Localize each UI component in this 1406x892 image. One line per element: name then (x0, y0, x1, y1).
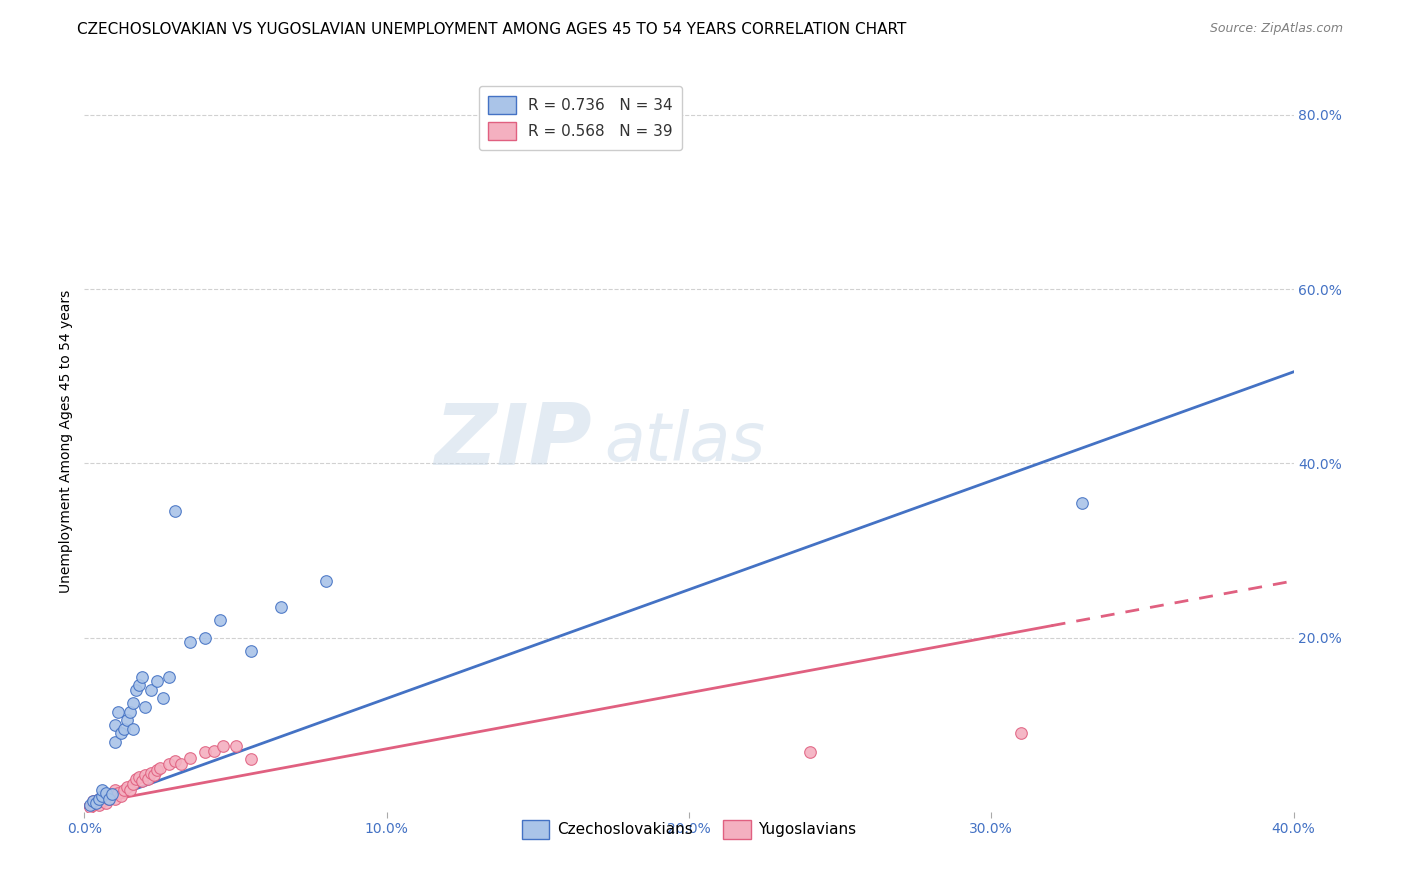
Point (149, 761, 172, 775)
Text: atlas: atlas (605, 409, 765, 475)
Point (128, 770, 150, 784)
Point (136, 772, 159, 786)
Point (94, 789, 117, 803)
Point (209, 613, 232, 627)
Point (134, 700, 156, 714)
Point (131, 774, 153, 789)
Point (118, 705, 141, 719)
Point (165, 754, 187, 768)
Point (104, 783, 127, 797)
Point (118, 783, 141, 797)
Point (94, 786, 117, 800)
Point (139, 765, 162, 780)
Point (125, 772, 148, 786)
Point (270, 600, 292, 615)
Point (79, 800, 101, 814)
Point (239, 643, 262, 657)
Point (142, 768, 165, 782)
Point (239, 752, 262, 766)
Point (170, 756, 193, 771)
Point (100, 787, 122, 801)
Point (91, 783, 114, 797)
Point (121, 722, 143, 736)
Point (134, 768, 156, 782)
Point (91, 789, 114, 803)
Point (115, 780, 138, 795)
Point (157, 756, 180, 771)
Point (128, 678, 150, 692)
Point (104, 791, 127, 805)
Point (107, 786, 129, 800)
Point (121, 777, 143, 791)
Point (110, 789, 132, 803)
Point (194, 631, 217, 645)
Point (157, 670, 180, 684)
Point (202, 744, 225, 758)
Point (194, 746, 217, 760)
Point (179, 635, 201, 649)
Point (104, 735, 127, 749)
Point (112, 783, 135, 797)
Point (82, 794, 104, 808)
Point (86, 796, 108, 810)
Point (799, 746, 821, 760)
Point (82, 797, 104, 812)
Point (100, 787, 122, 801)
Point (110, 726, 132, 740)
Point (97, 791, 120, 805)
Text: ZIP: ZIP (434, 400, 592, 483)
Point (1071, 495, 1094, 509)
Point (94, 796, 117, 810)
Point (131, 670, 153, 684)
Point (112, 722, 135, 736)
Point (86, 796, 108, 810)
Point (97, 791, 120, 805)
Point (165, 504, 187, 518)
Point (152, 691, 174, 706)
Point (179, 750, 201, 764)
Point (139, 682, 162, 697)
Point (125, 682, 148, 697)
Point (107, 705, 129, 719)
Point (104, 717, 127, 731)
Text: Source: ZipAtlas.com: Source: ZipAtlas.com (1209, 22, 1343, 36)
Point (1011, 726, 1033, 740)
Text: CZECHOSLOVAKIAN VS YUGOSLAVIAN UNEMPLOYMENT AMONG AGES 45 TO 54 YEARS CORRELATIO: CZECHOSLOVAKIAN VS YUGOSLAVIAN UNEMPLOYM… (77, 22, 907, 37)
Point (146, 763, 169, 777)
Point (115, 713, 138, 727)
Point (121, 696, 143, 710)
Point (89, 791, 111, 805)
Legend: Czechoslovakians, Yugoslavians: Czechoslovakians, Yugoslavians (516, 814, 862, 845)
Point (89, 791, 111, 805)
Point (91, 794, 114, 808)
Y-axis label: Unemployment Among Ages 45 to 54 years: Unemployment Among Ages 45 to 54 years (59, 290, 73, 593)
Point (89, 797, 111, 812)
Point (146, 674, 169, 689)
Point (315, 574, 337, 588)
Point (82, 794, 104, 808)
Point (79, 797, 101, 812)
Point (212, 739, 235, 754)
Point (225, 739, 247, 754)
